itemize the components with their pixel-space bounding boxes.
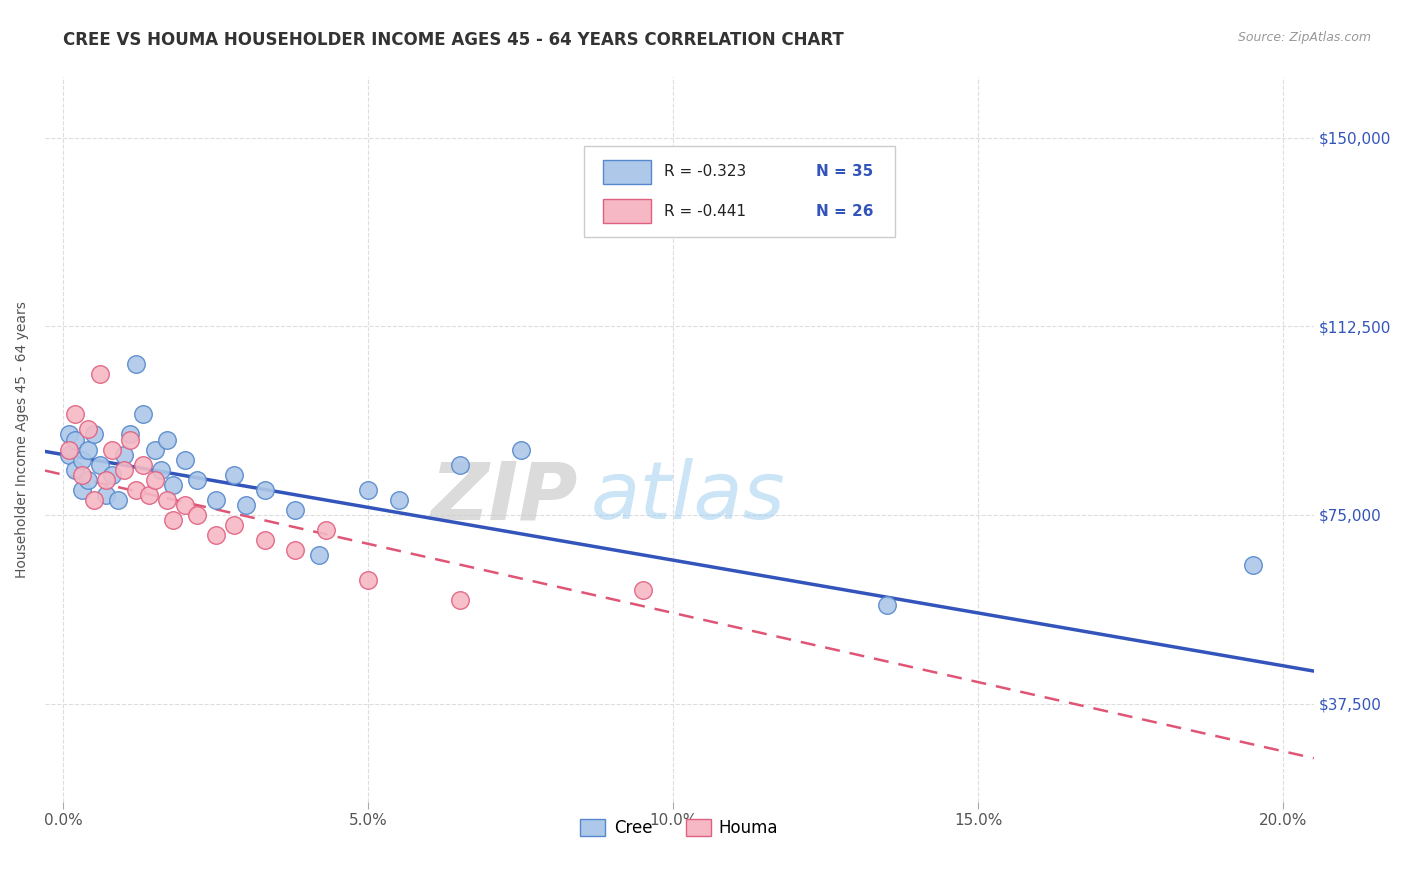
- Point: [253, 533, 276, 547]
- Text: atlas: atlas: [591, 458, 786, 536]
- Text: Source: ZipAtlas.com: Source: ZipAtlas.com: [1237, 31, 1371, 45]
- Point: [222, 467, 245, 482]
- Point: [449, 593, 471, 607]
- Point: [186, 508, 208, 522]
- Point: [174, 498, 197, 512]
- Point: [156, 433, 179, 447]
- Text: ZIP: ZIP: [430, 458, 578, 536]
- Point: [112, 448, 135, 462]
- Point: [65, 463, 87, 477]
- Point: [186, 473, 208, 487]
- Point: [631, 583, 654, 598]
- Point: [112, 463, 135, 477]
- Text: R = -0.323: R = -0.323: [664, 164, 747, 179]
- Point: [308, 548, 330, 562]
- Point: [876, 599, 898, 613]
- Point: [138, 488, 160, 502]
- Point: [83, 427, 105, 442]
- Point: [76, 442, 98, 457]
- Point: [89, 458, 111, 472]
- Point: [120, 433, 142, 447]
- FancyBboxPatch shape: [603, 160, 651, 184]
- Point: [162, 513, 184, 527]
- Point: [143, 442, 166, 457]
- Point: [162, 477, 184, 491]
- Point: [70, 483, 93, 497]
- Point: [58, 448, 80, 462]
- Point: [509, 442, 531, 457]
- Point: [449, 458, 471, 472]
- Point: [101, 442, 124, 457]
- Text: R = -0.441: R = -0.441: [664, 204, 747, 219]
- Point: [94, 488, 117, 502]
- Point: [253, 483, 276, 497]
- Point: [357, 574, 380, 588]
- Point: [131, 458, 153, 472]
- Point: [89, 367, 111, 381]
- Point: [58, 427, 80, 442]
- Point: [131, 408, 153, 422]
- Point: [125, 357, 148, 371]
- Point: [284, 543, 307, 558]
- Point: [388, 492, 411, 507]
- Point: [156, 492, 179, 507]
- Point: [101, 467, 124, 482]
- Point: [120, 427, 142, 442]
- Point: [94, 473, 117, 487]
- Point: [65, 433, 87, 447]
- FancyBboxPatch shape: [585, 146, 896, 236]
- Point: [143, 473, 166, 487]
- Point: [58, 442, 80, 457]
- Point: [70, 467, 93, 482]
- Y-axis label: Householder Income Ages 45 - 64 years: Householder Income Ages 45 - 64 years: [15, 301, 30, 578]
- Point: [204, 528, 226, 542]
- FancyBboxPatch shape: [603, 200, 651, 223]
- Point: [315, 523, 337, 537]
- Point: [107, 492, 129, 507]
- Text: N = 26: N = 26: [817, 204, 875, 219]
- Point: [174, 452, 197, 467]
- Point: [65, 408, 87, 422]
- Point: [357, 483, 380, 497]
- Legend: Cree, Houma: Cree, Houma: [574, 813, 785, 844]
- Point: [76, 422, 98, 436]
- Point: [70, 452, 93, 467]
- Point: [204, 492, 226, 507]
- Point: [235, 498, 257, 512]
- Point: [222, 518, 245, 533]
- Point: [149, 463, 172, 477]
- Point: [125, 483, 148, 497]
- Text: N = 35: N = 35: [817, 164, 873, 179]
- Point: [76, 473, 98, 487]
- Text: CREE VS HOUMA HOUSEHOLDER INCOME AGES 45 - 64 YEARS CORRELATION CHART: CREE VS HOUMA HOUSEHOLDER INCOME AGES 45…: [63, 31, 844, 49]
- Point: [83, 492, 105, 507]
- Point: [284, 503, 307, 517]
- Point: [1241, 558, 1264, 573]
